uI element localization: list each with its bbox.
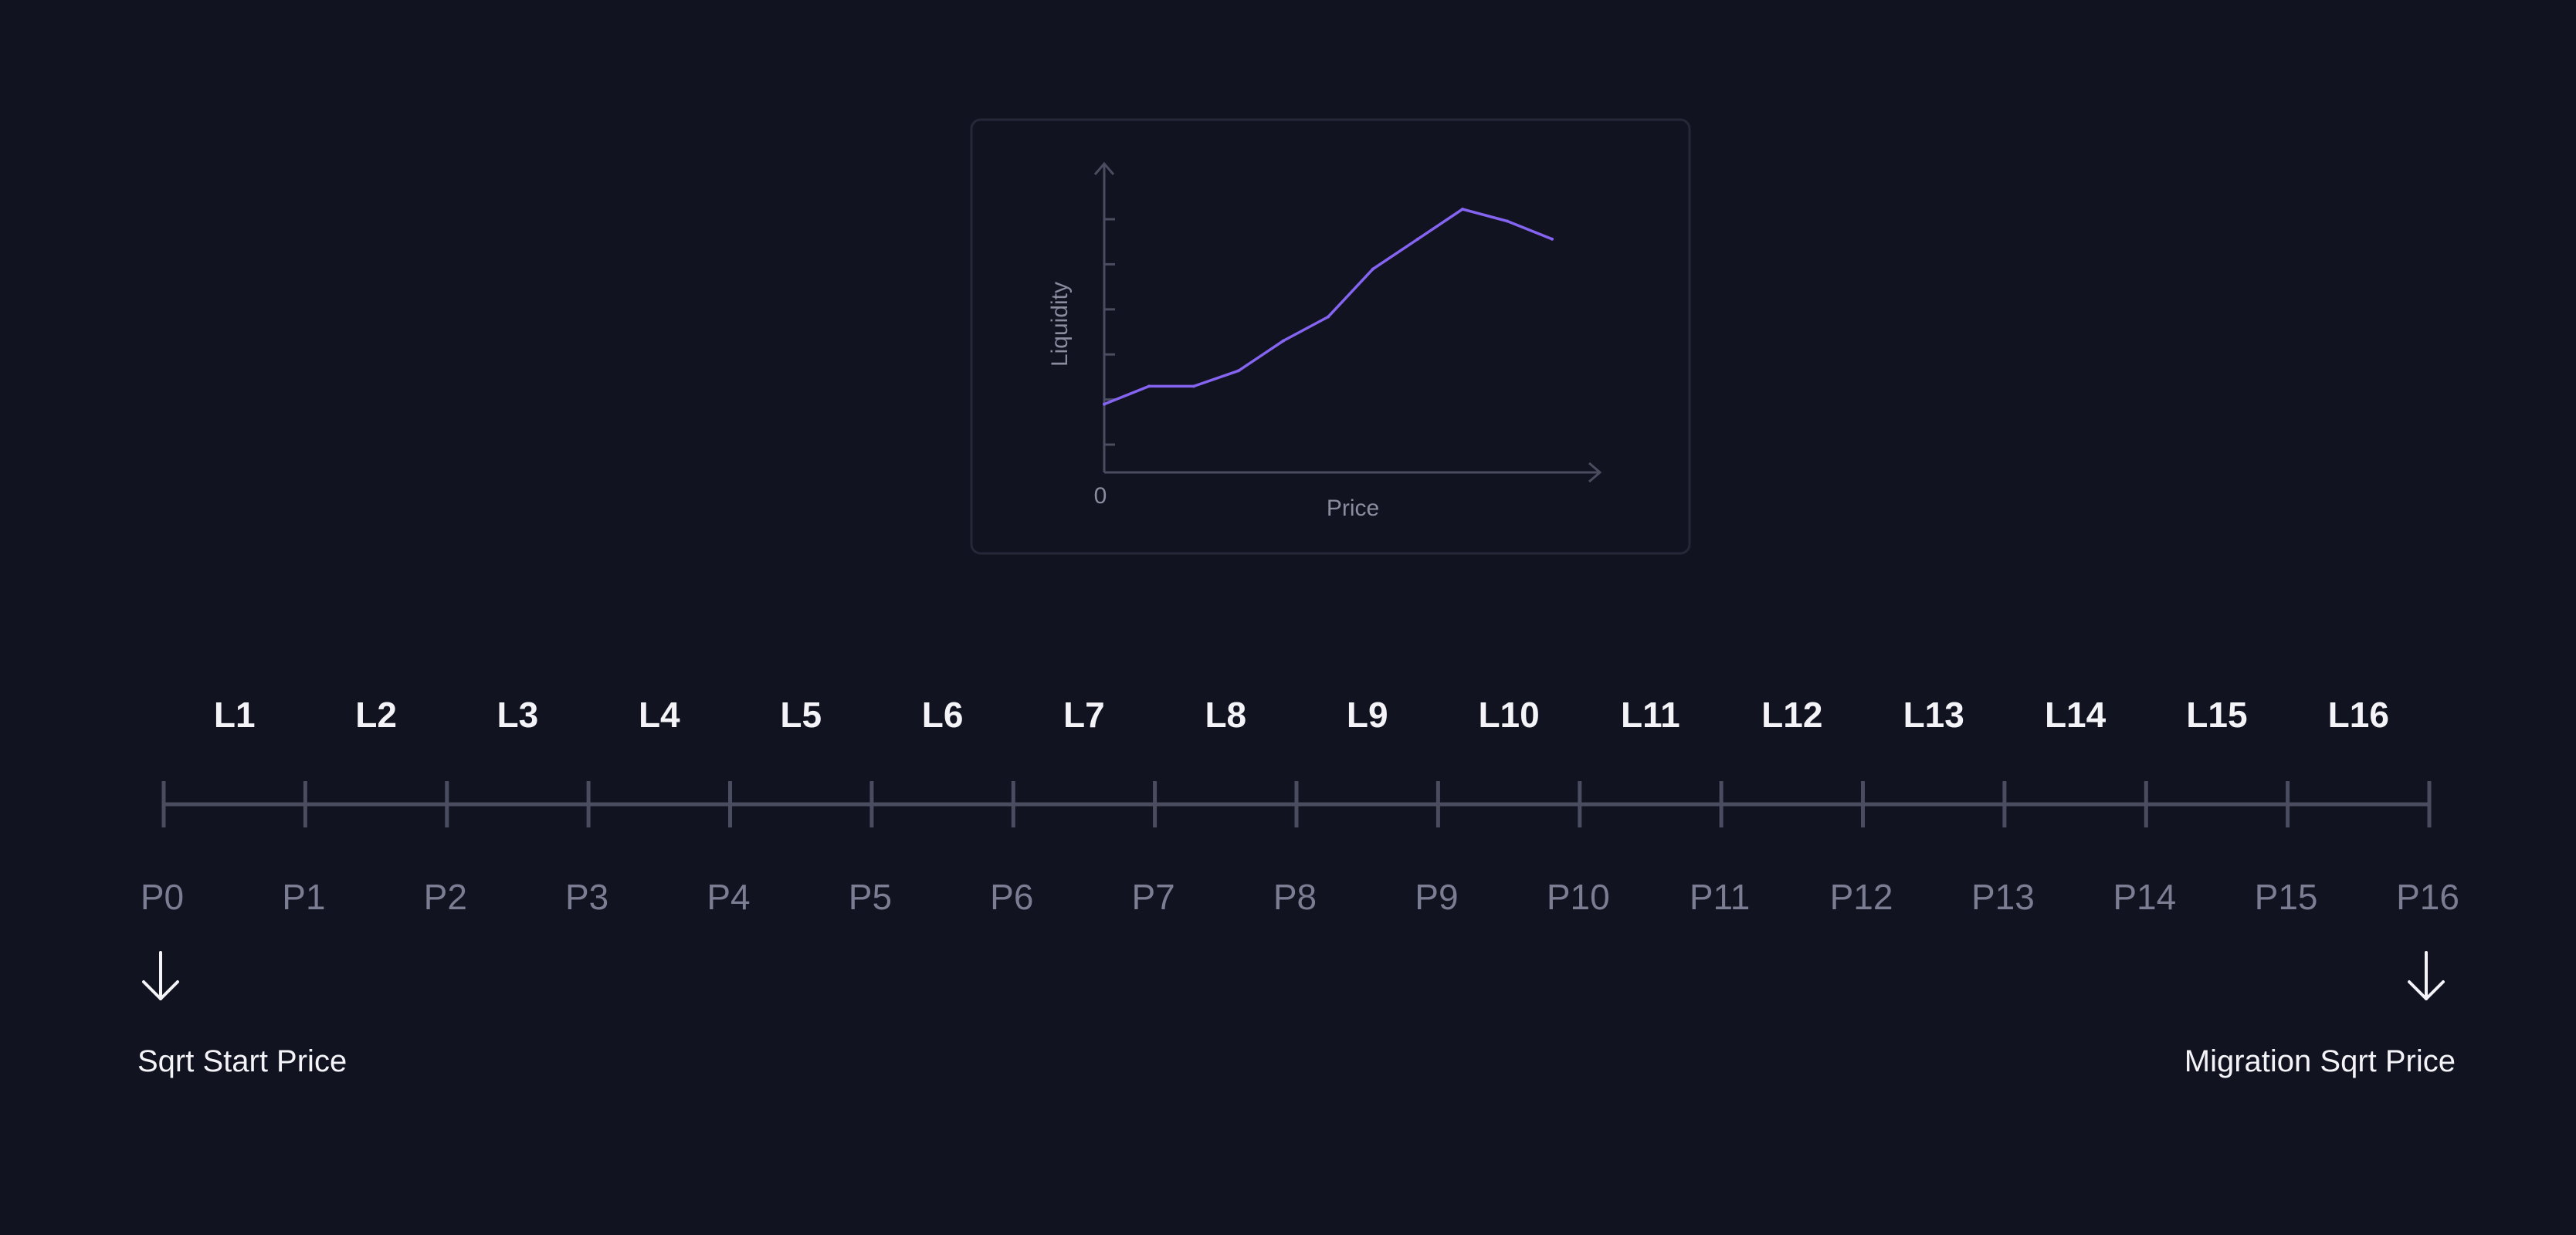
segment-label-l5: L5 (780, 695, 822, 735)
segment-label-l12: L12 (1761, 695, 1822, 735)
curve-point-6 (1371, 267, 1374, 271)
segment-label-l7: L7 (1063, 695, 1105, 735)
arrow-down-icon (142, 951, 179, 1000)
price-timeline: L1 L2 L3 L4 L5 L6 L7 L8 L9 L10 L11 L12 L13 L14 L15 L16 … (141, 695, 2459, 917)
price-label-p16: P16 (2396, 877, 2459, 917)
timeline-ticks (161, 781, 2432, 827)
segment-label-l10: L10 (1478, 695, 1539, 735)
start-price-label: Sqrt Start Price (137, 1044, 347, 1078)
segment-label-l3: L3 (497, 695, 539, 735)
chart-card: 0 Price Liquidity (970, 118, 1691, 555)
price-label-p5: P5 (849, 877, 892, 917)
segment-label-l6: L6 (922, 695, 964, 735)
chart-x-axis-label: Price (1327, 496, 1379, 521)
curve-point-10 (1551, 237, 1554, 241)
curve-point-4 (1282, 339, 1285, 343)
x-axis-arrowhead-icon (1588, 462, 1602, 483)
arrow-down-icon (2408, 951, 2445, 1000)
segment-label-l4: L4 (639, 695, 680, 735)
price-label-p8: P8 (1273, 877, 1317, 917)
curve-point-8 (1461, 208, 1464, 211)
price-label-p15: P15 (2255, 877, 2318, 917)
segment-label-l13: L13 (1903, 695, 1964, 735)
price-label-p12: P12 (1830, 877, 1893, 917)
segment-label-l2: L2 (355, 695, 397, 735)
liquidity-points (1103, 208, 1554, 406)
curve-point-9 (1506, 219, 1509, 223)
chart-y-axis-label: Liquidity (1047, 282, 1073, 367)
y-axis-arrowhead-icon (1093, 161, 1115, 175)
price-label-p9: P9 (1415, 877, 1458, 917)
curve-point-5 (1327, 315, 1330, 319)
segment-label-l9: L9 (1347, 695, 1388, 735)
start-marker: Sqrt Start Price (137, 951, 347, 1078)
curve-point-0 (1103, 402, 1106, 406)
segment-label-l1: L1 (214, 695, 256, 735)
price-labels: P0 P1 P2 P3 P4 P5 P6 P7 P8 P9 P10 P11 P12 P13 P14 P15 P1… (141, 877, 2459, 917)
price-label-p11: P11 (1690, 877, 1750, 917)
price-label-p3: P3 (565, 877, 608, 917)
curve-point-1 (1147, 384, 1151, 388)
curve-point-3 (1237, 369, 1240, 373)
segment-label-l14: L14 (2045, 695, 2107, 735)
price-label-p2: P2 (424, 877, 467, 917)
segment-labels: L1 L2 L3 L4 L5 L6 L7 L8 L9 L10 L11 L12 L13 L14 L15 L16 (214, 695, 2389, 735)
liquidity-curve (1103, 208, 1553, 406)
curve-point-2 (1192, 384, 1195, 388)
price-label-p0: P0 (141, 877, 184, 917)
price-label-p10: P10 (1547, 877, 1610, 917)
chart-y-ticks (1104, 218, 1115, 446)
price-label-p14: P14 (2113, 877, 2176, 917)
segment-label-l11: L11 (1621, 695, 1680, 735)
segment-label-l16: L16 (2328, 695, 2389, 735)
chart-origin-label: 0 (1094, 483, 1107, 509)
price-label-p6: P6 (990, 877, 1033, 917)
end-marker: Migration Sqrt Price (2185, 951, 2456, 1078)
segment-label-l8: L8 (1205, 695, 1246, 735)
price-label-p4: P4 (707, 877, 750, 917)
curve-point-7 (1416, 237, 1419, 241)
migration-price-label: Migration Sqrt Price (2185, 1044, 2456, 1078)
price-label-p1: P1 (282, 877, 325, 917)
segment-label-l15: L15 (2186, 695, 2247, 735)
price-label-p7: P7 (1131, 877, 1174, 917)
chart-card-frame (970, 118, 1691, 555)
price-label-p13: P13 (1971, 877, 2035, 917)
